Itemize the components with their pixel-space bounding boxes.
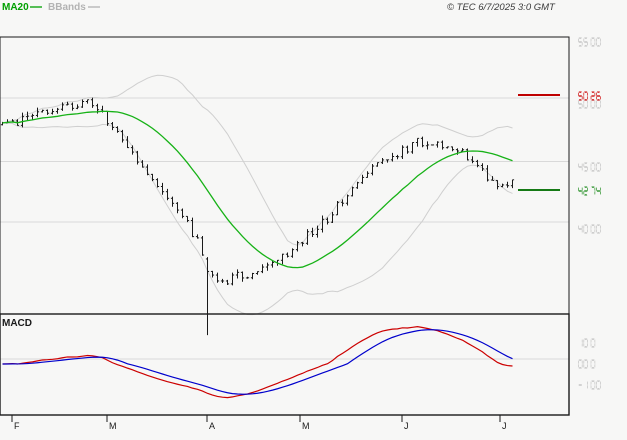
svg-text:M: M xyxy=(109,421,117,431)
svg-text:F: F xyxy=(14,421,20,431)
svg-text:MACD: MACD xyxy=(2,318,32,329)
svg-text:BBands: BBands xyxy=(48,2,86,13)
svg-text:J: J xyxy=(404,421,409,431)
svg-text:M: M xyxy=(302,421,310,431)
svg-text:MA20: MA20 xyxy=(2,2,29,13)
svg-text:A: A xyxy=(209,421,215,431)
svg-text:© TEC 6/7/2025 3:0 GMT: © TEC 6/7/2025 3:0 GMT xyxy=(447,2,556,13)
svg-text:J: J xyxy=(502,421,507,431)
